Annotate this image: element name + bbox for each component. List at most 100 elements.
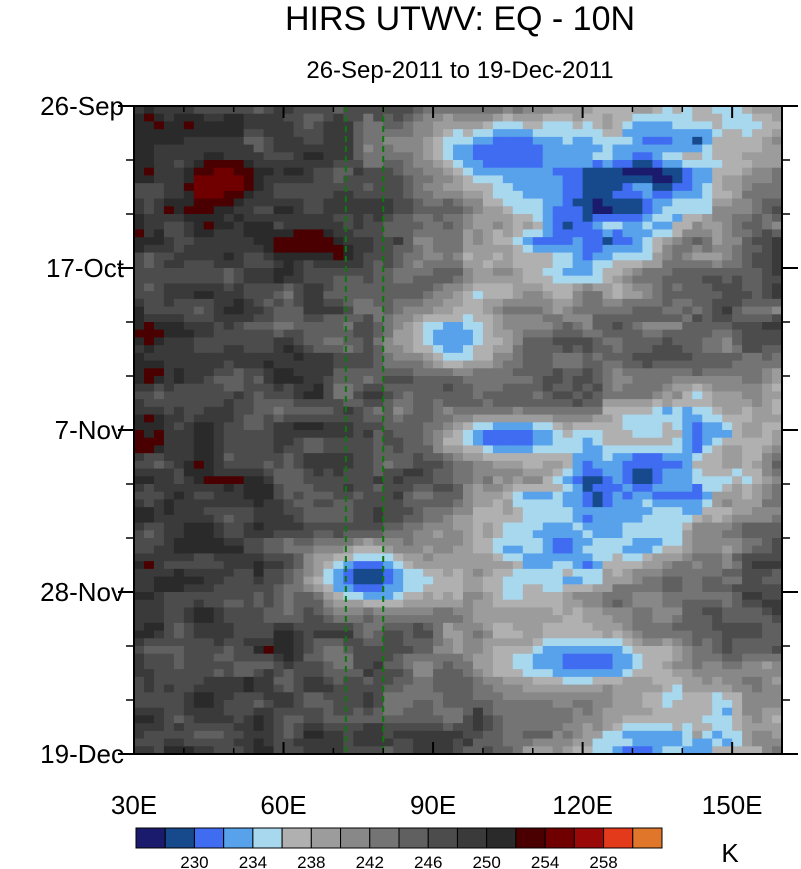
field-cell bbox=[403, 723, 414, 732]
field-cell bbox=[213, 414, 225, 423]
field-cell bbox=[383, 229, 394, 238]
field-cell bbox=[602, 707, 614, 717]
field-cell bbox=[323, 306, 334, 315]
field-cell bbox=[532, 406, 544, 416]
field-cell bbox=[562, 175, 574, 184]
field-cell bbox=[363, 700, 374, 709]
field-cell bbox=[682, 152, 693, 161]
field-cell bbox=[443, 460, 454, 470]
field-cell bbox=[323, 445, 334, 454]
field-cell bbox=[343, 692, 354, 701]
field-cell bbox=[403, 530, 414, 539]
field-cell bbox=[642, 260, 653, 269]
field-cell bbox=[153, 514, 165, 524]
field-cell bbox=[522, 291, 534, 300]
field-cell bbox=[293, 715, 305, 724]
field-cell bbox=[472, 399, 484, 408]
field-cell bbox=[672, 352, 683, 362]
field-cell bbox=[702, 198, 713, 207]
field-cell bbox=[552, 561, 564, 570]
field-cell bbox=[393, 669, 404, 678]
field-cell bbox=[502, 599, 514, 609]
field-cell bbox=[353, 183, 364, 192]
field-cell bbox=[403, 214, 414, 223]
field-cell bbox=[203, 298, 215, 308]
field-cell bbox=[492, 221, 504, 231]
field-cell bbox=[602, 599, 614, 609]
field-cell bbox=[472, 121, 484, 130]
field-cell bbox=[433, 352, 444, 362]
field-cell bbox=[443, 553, 454, 562]
field-cell bbox=[582, 406, 594, 416]
field-cell bbox=[453, 646, 464, 655]
field-cell bbox=[472, 198, 484, 207]
field-cell bbox=[672, 561, 683, 570]
field-cell bbox=[423, 383, 434, 393]
field-cell bbox=[143, 190, 155, 200]
field-cell bbox=[672, 406, 683, 416]
field-cell bbox=[592, 337, 604, 346]
field-cell bbox=[363, 738, 374, 747]
field-cell bbox=[662, 214, 673, 223]
field-cell bbox=[592, 183, 604, 192]
field-cell bbox=[293, 322, 305, 331]
field-cell bbox=[552, 468, 564, 477]
field-cell bbox=[622, 661, 634, 670]
field-cell bbox=[143, 345, 155, 354]
field-cell bbox=[512, 237, 524, 246]
field-cell bbox=[602, 661, 614, 670]
field-cell bbox=[183, 684, 195, 693]
field-cell bbox=[572, 345, 584, 354]
field-cell bbox=[383, 553, 394, 562]
field-cell bbox=[183, 260, 195, 269]
field-cell bbox=[263, 368, 275, 377]
field-cell bbox=[443, 530, 454, 539]
field-cell bbox=[472, 700, 484, 709]
field-cell bbox=[592, 391, 604, 400]
field-cell bbox=[472, 715, 484, 724]
field-cell bbox=[552, 229, 564, 238]
field-cell bbox=[273, 368, 285, 377]
field-cell bbox=[562, 183, 574, 192]
field-cell bbox=[253, 676, 265, 686]
field-cell bbox=[453, 129, 464, 138]
field-cell bbox=[602, 491, 614, 501]
field-cell bbox=[243, 592, 255, 601]
field-cell bbox=[602, 684, 614, 693]
field-cell bbox=[652, 368, 663, 377]
field-cell bbox=[343, 592, 354, 601]
field-cell bbox=[373, 144, 384, 153]
field-cell bbox=[343, 399, 354, 408]
field-cell bbox=[622, 268, 634, 277]
field-cell bbox=[542, 622, 554, 632]
field-cell bbox=[213, 622, 225, 632]
field-cell bbox=[283, 152, 295, 161]
field-cell bbox=[183, 368, 195, 377]
field-cell bbox=[472, 322, 484, 331]
field-cell bbox=[273, 360, 285, 369]
field-cell bbox=[492, 121, 504, 130]
field-cell bbox=[253, 499, 265, 508]
field-cell bbox=[303, 692, 315, 701]
field-cell bbox=[492, 329, 504, 339]
field-cell bbox=[183, 437, 195, 447]
field-cell bbox=[163, 460, 175, 470]
field-cell bbox=[433, 553, 444, 562]
field-cell bbox=[602, 237, 614, 246]
field-cell bbox=[293, 214, 305, 223]
field-cell bbox=[552, 291, 564, 300]
field-cell bbox=[243, 406, 255, 416]
field-cell bbox=[443, 561, 454, 570]
field-cell bbox=[642, 406, 653, 416]
field-cell bbox=[233, 522, 245, 531]
field-cell bbox=[712, 576, 723, 585]
field-cell bbox=[502, 676, 514, 686]
field-cell bbox=[602, 561, 614, 570]
field-cell bbox=[472, 669, 484, 678]
field-cell bbox=[652, 684, 663, 693]
field-cell bbox=[323, 460, 334, 470]
field-cell bbox=[612, 738, 624, 747]
field-cell bbox=[163, 584, 175, 593]
field-cell bbox=[353, 592, 364, 601]
field-cell bbox=[632, 538, 644, 547]
